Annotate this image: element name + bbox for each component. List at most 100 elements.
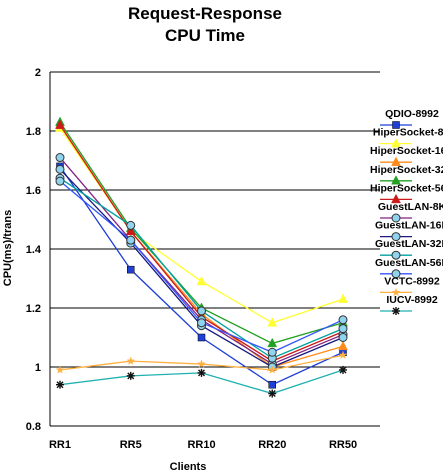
legend-label: GuestLAN-32K [375,238,443,250]
chart-title-line-2: CPU Time [165,26,245,45]
data-point [55,365,65,374]
data-point [196,275,207,286]
data-point [338,340,348,351]
data-point [197,333,206,342]
data-point [56,380,64,389]
legend-marker [391,156,401,166]
chart-title-line-1: Request-Response [128,4,282,23]
x-tick-label: RR10 [187,439,215,451]
legend-item: VCTC-8992 [380,275,440,297]
legend-label: HiperSocket-32K [370,164,443,176]
series-hipersocket-16k [55,119,348,371]
legend-item: IUCV-8992 [380,294,438,315]
data-point [55,119,65,129]
legend-marker [391,193,401,204]
legend-label: GuestLAN-56K [375,257,443,269]
y-tick-label: 1.6 [26,185,41,197]
data-point [126,235,136,245]
legend-marker [391,175,401,185]
legend-marker [391,213,401,223]
legend-item: GuestLAN-8K [378,201,443,223]
legend-marker [391,138,401,148]
data-point [197,368,206,377]
data-point [55,176,65,186]
legend-item: HiperSocket-16K [370,145,443,166]
y-axis-label: CPU(ms)/trans [2,210,14,286]
series-line [59,124,344,368]
series-iucv-8992 [56,365,347,398]
y-tick-label: 1.4 [26,244,42,256]
data-point [126,371,135,380]
legend-marker [391,232,401,242]
y-tick-label: 1 [35,362,41,374]
legend-label: VCTC-8992 [384,275,440,287]
y-tick-label: 1.8 [26,126,41,138]
legend-label: GuestLAN-16K [375,220,443,232]
legend-item: GuestLAN-16K [375,220,443,242]
data-point [268,380,276,389]
data-point [55,164,65,174]
legend-item: HiperSocket-56K [370,182,443,204]
data-point [55,153,65,163]
series-vctc-8992 [55,350,348,374]
series-line [59,127,344,324]
legend-marker [392,121,400,129]
data-point [197,359,206,368]
data-point [127,265,135,274]
legend-label: IUCV-8992 [386,294,438,306]
x-tick-label: RR20 [258,439,286,451]
x-tick-labels: RR1 RR5 RR10 RR20 RR50 [49,439,357,451]
legend-item: GuestLAN-56K [375,257,443,279]
asterisk-stroke [127,372,135,380]
data-point [197,306,206,316]
x-tick-label: RR1 [49,439,71,451]
data-point [126,220,136,230]
data-point [267,317,278,327]
legend-marker [391,269,401,279]
asterisk-stroke [339,366,347,374]
asterisk-stroke [392,307,400,315]
x-tick-label: RR50 [329,439,357,451]
data-point [125,225,136,236]
data-point [338,324,348,334]
series-guestlan-32k [55,173,348,363]
data-series [55,116,348,398]
legend-marker [391,287,401,297]
y-tick-label: 2 [35,67,41,79]
series-line [59,177,344,359]
x-axis-label: Clients [170,461,207,473]
legend-label: GuestLAN-8K [378,201,443,213]
legend-label: HiperSocket-8K [373,127,443,139]
legend-item: QDIO-8992 [380,108,439,129]
y-tick-labels: 0.8 1 1.2 1.4 1.6 1.8 2 [26,67,42,433]
data-point [197,318,206,328]
y-tick-label: 0.8 [26,421,41,433]
data-point [267,347,277,357]
x-tick-label: RR5 [120,439,142,451]
legend-item: GuestLAN-32K [375,238,443,260]
data-point [267,337,278,348]
data-point [338,333,348,342]
gridlines [50,71,380,368]
series-guestlan-56k [55,176,348,357]
data-point [126,356,136,365]
data-point [339,365,347,374]
asterisk-stroke [198,369,205,377]
legend-label: QDIO-8992 [385,108,439,120]
data-point [268,389,277,398]
axes [49,72,380,427]
legend: QDIO-8992 HiperSocket-8K HiperSocket-16K Hi… [370,108,443,315]
data-point [338,293,348,303]
legend-item: HiperSocket-32K [370,164,443,185]
legend-item: HiperSocket-8K [373,127,443,148]
asterisk-stroke [268,390,276,398]
legend-marker [391,250,401,260]
data-point [338,315,348,325]
data-point [338,350,348,359]
data-point [267,365,277,374]
legend-label: HiperSocket-16K [370,145,443,157]
legend-marker [392,307,400,315]
y-tick-label: 1.2 [26,303,41,315]
legend-label: HiperSocket-56K [370,182,443,194]
